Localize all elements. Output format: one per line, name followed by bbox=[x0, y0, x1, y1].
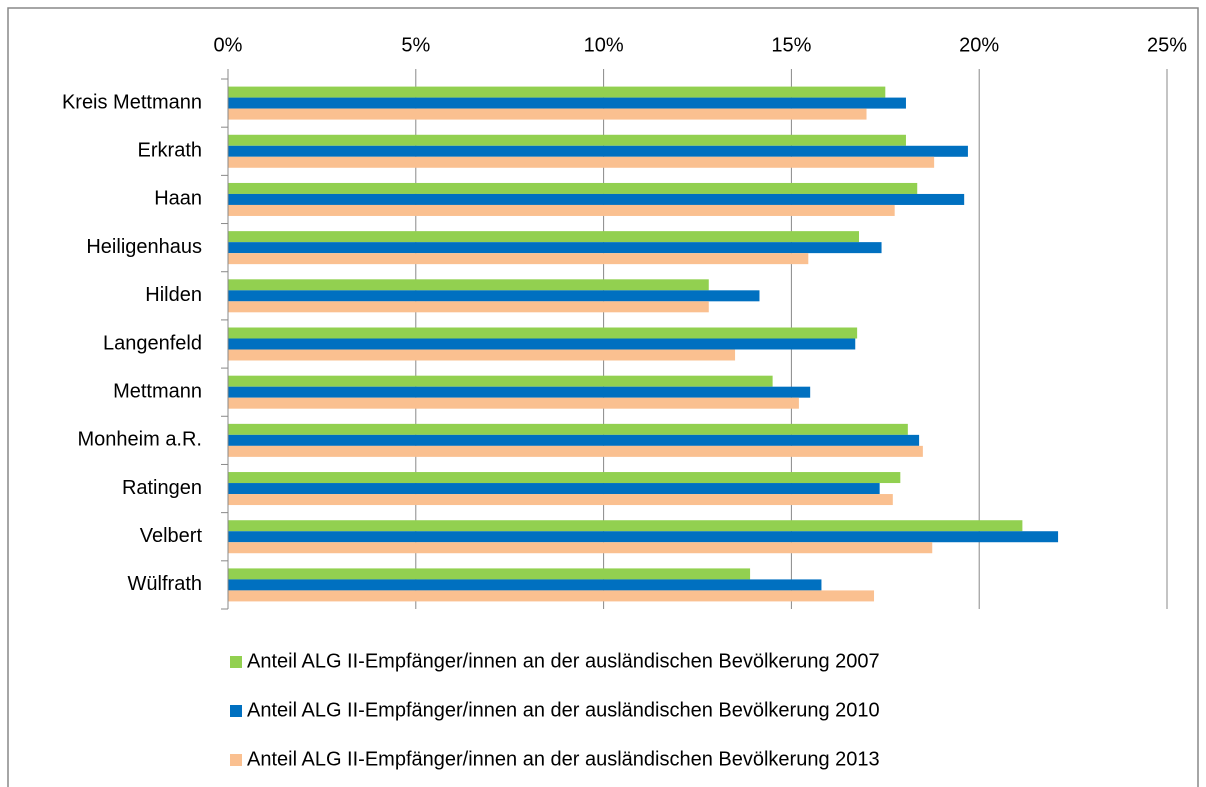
bar bbox=[228, 279, 709, 291]
bar bbox=[228, 253, 809, 265]
x-tick-label: 15% bbox=[771, 34, 811, 56]
bar bbox=[228, 494, 893, 506]
legend-label: Anteil ALG II-Empfänger/innen an der aus… bbox=[247, 748, 880, 770]
bar bbox=[228, 301, 709, 313]
y-tick-label: Langenfeld bbox=[103, 332, 202, 354]
legend-swatch bbox=[230, 705, 242, 717]
y-tick-label: Velbert bbox=[140, 525, 203, 547]
bar bbox=[228, 397, 799, 409]
bar bbox=[228, 423, 908, 435]
y-tick-label: Kreis Mettmann bbox=[62, 91, 202, 113]
bar bbox=[228, 145, 968, 157]
y-tick-label: Heiligenhaus bbox=[86, 236, 202, 258]
bar bbox=[228, 242, 882, 254]
x-tick-label: 5% bbox=[401, 34, 430, 56]
bar bbox=[228, 231, 860, 243]
y-tick-label: Ratingen bbox=[122, 477, 202, 499]
bar bbox=[228, 483, 880, 495]
y-tick-label: Hilden bbox=[145, 284, 202, 306]
x-tick-label: 25% bbox=[1147, 34, 1187, 56]
y-tick-label: Haan bbox=[154, 188, 202, 210]
bar bbox=[228, 531, 1059, 543]
bar bbox=[228, 445, 923, 457]
bar bbox=[228, 579, 822, 591]
bar bbox=[228, 590, 875, 602]
bar bbox=[228, 349, 736, 361]
chart-border bbox=[7, 7, 1199, 787]
y-tick-label: Mettmann bbox=[113, 380, 202, 402]
bar bbox=[228, 338, 856, 350]
legend-label: Anteil ALG II-Empfänger/innen an der aus… bbox=[247, 650, 880, 672]
bar bbox=[228, 86, 886, 98]
bar bbox=[228, 156, 935, 168]
y-tick-label: Monheim a.R. bbox=[78, 429, 203, 451]
bar bbox=[228, 568, 751, 580]
bar bbox=[228, 97, 906, 109]
bar bbox=[228, 290, 760, 302]
bar bbox=[228, 472, 901, 484]
bar bbox=[228, 108, 867, 120]
x-tick-label: 20% bbox=[959, 34, 999, 56]
x-tick-label: 0% bbox=[214, 34, 243, 56]
bar bbox=[228, 520, 1023, 532]
bar bbox=[228, 434, 920, 446]
legend-swatch bbox=[230, 656, 242, 668]
legend-swatch bbox=[230, 754, 242, 766]
y-tick-label: Erkrath bbox=[138, 140, 202, 162]
bar bbox=[228, 204, 895, 216]
bar bbox=[228, 182, 918, 194]
bar bbox=[228, 134, 906, 146]
bar bbox=[228, 375, 773, 387]
bar bbox=[228, 386, 811, 398]
y-tick-label: Wülfrath bbox=[128, 573, 202, 595]
bar bbox=[228, 193, 965, 205]
bar bbox=[228, 542, 933, 554]
legend-label: Anteil ALG II-Empfänger/innen an der aus… bbox=[247, 699, 880, 721]
x-tick-label: 10% bbox=[584, 34, 624, 56]
bar bbox=[228, 327, 858, 339]
